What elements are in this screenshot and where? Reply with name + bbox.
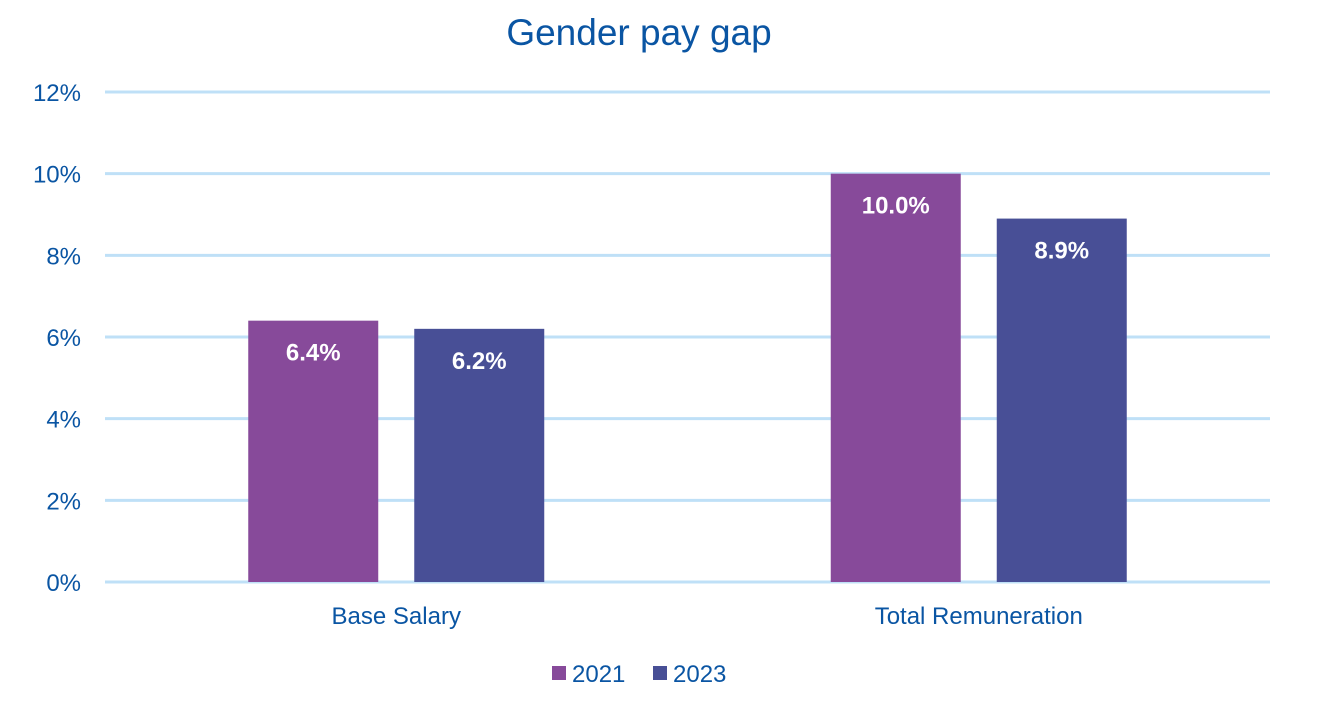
- y-tick-label: 6%: [46, 325, 81, 352]
- y-tick-label: 2%: [46, 488, 81, 515]
- bars: [248, 173, 1127, 583]
- y-tick-label: 8%: [46, 243, 81, 270]
- y-tick-label: 0%: [46, 570, 81, 597]
- legend-swatch-2021: [552, 666, 566, 680]
- bar-2021-total-remuneration: [830, 173, 961, 582]
- data-label: 10.0%: [862, 193, 930, 220]
- legend-label-2021: 2021: [572, 661, 625, 688]
- x-tick-label: Total Remuneration: [875, 603, 1083, 630]
- data-labels: 6.4% 6.2% 10.0% 8.9%: [286, 193, 1089, 375]
- legend-label-2023: 2023: [673, 661, 726, 688]
- data-label: 8.9%: [1034, 238, 1089, 265]
- data-label: 6.2%: [452, 348, 507, 375]
- x-axis: Base Salary Total Remuneration: [332, 603, 1083, 630]
- bar-2023-base-salary: [414, 328, 545, 582]
- y-axis: 0% 2% 4% 6% 8% 10% 12%: [33, 80, 81, 597]
- y-tick-label: 4%: [46, 407, 81, 434]
- bar-2023-total-remuneration: [996, 218, 1127, 583]
- y-tick-label: 10%: [33, 162, 81, 189]
- x-tick-label: Base Salary: [332, 603, 461, 630]
- bar-2021-base-salary: [248, 320, 379, 582]
- y-tick-label: 12%: [33, 80, 81, 107]
- legend-swatch-2023: [653, 666, 667, 680]
- data-label: 6.4%: [286, 340, 341, 367]
- legend: 2021 2023: [552, 661, 726, 688]
- chart-title: Gender pay gap: [506, 12, 771, 53]
